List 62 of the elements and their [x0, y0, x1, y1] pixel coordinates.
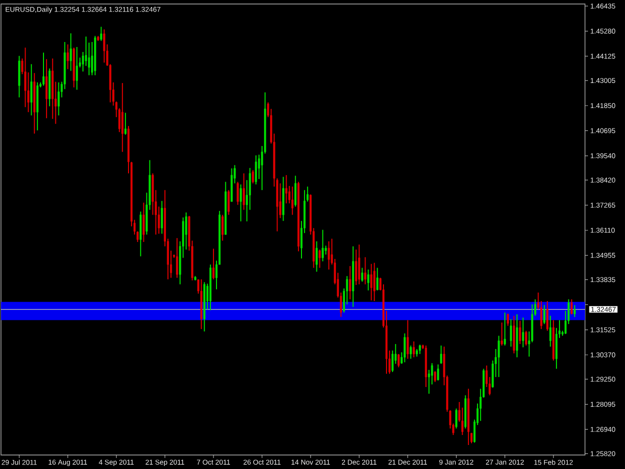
candlestick: [367, 269, 370, 291]
candlestick: [121, 82, 124, 152]
candlestick: [58, 82, 60, 116]
candlestick: [434, 370, 436, 383]
candlestick: [322, 229, 324, 262]
candlestick: [574, 304, 576, 318]
candlestick: [498, 335, 500, 378]
candlestick: [103, 28, 106, 64]
candlestick: [142, 202, 145, 242]
candlestick: [42, 52, 45, 86]
candlestick: [285, 174, 288, 204]
candlestick: [522, 317, 524, 348]
candlestick: [291, 186, 294, 216]
candlestick: [160, 200, 163, 234]
candlestick: [30, 64, 32, 116]
candlestick: [504, 312, 506, 346]
candlestick: [418, 344, 421, 355]
candlestick: [376, 267, 378, 291]
candlestick: [294, 175, 296, 208]
candlestick: [543, 304, 546, 325]
candlestick: [316, 240, 318, 272]
candlestick: [364, 256, 366, 285]
candlestick: [440, 345, 442, 364]
candlestick: [236, 181, 239, 206]
candlestick: [24, 47, 26, 108]
candlestick: [254, 154, 257, 185]
candlestick: [222, 214, 224, 242]
candlestick: [455, 408, 458, 429]
candlestick: [519, 320, 522, 345]
candlestick: [252, 170, 254, 184]
candlestick: [516, 314, 518, 358]
candlestick: [373, 262, 376, 302]
candlestick: [525, 330, 528, 346]
candlestick: [398, 354, 400, 368]
candlestick: [100, 26, 102, 42]
candlestick: [70, 32, 72, 72]
candlestick: [124, 112, 126, 136]
candlestick: [212, 248, 215, 280]
candlestick: [176, 238, 178, 278]
candlestick: [240, 184, 242, 222]
candlestick: [549, 315, 552, 348]
candlestick: [412, 340, 415, 358]
candlestick: [349, 266, 352, 300]
candlestick: [328, 240, 330, 270]
candlestick: [46, 58, 48, 119]
candlestick: [506, 313, 509, 326]
candlestick: [546, 300, 548, 332]
candlestick: [437, 364, 440, 382]
candlestick: [370, 263, 372, 301]
candlestick: [510, 318, 512, 348]
candlestick: [570, 298, 573, 315]
candlestick: [318, 249, 321, 268]
candlestick: [358, 244, 360, 285]
candlestick: [361, 267, 364, 282]
candlestick: [76, 46, 78, 90]
candlestick: [66, 44, 69, 70]
candlestick: [500, 322, 503, 346]
candlestick: [406, 320, 409, 360]
candlestick: [228, 190, 230, 216]
candlestick: [410, 345, 412, 360]
candlestick: [242, 172, 245, 210]
candlestick: [404, 332, 406, 363]
